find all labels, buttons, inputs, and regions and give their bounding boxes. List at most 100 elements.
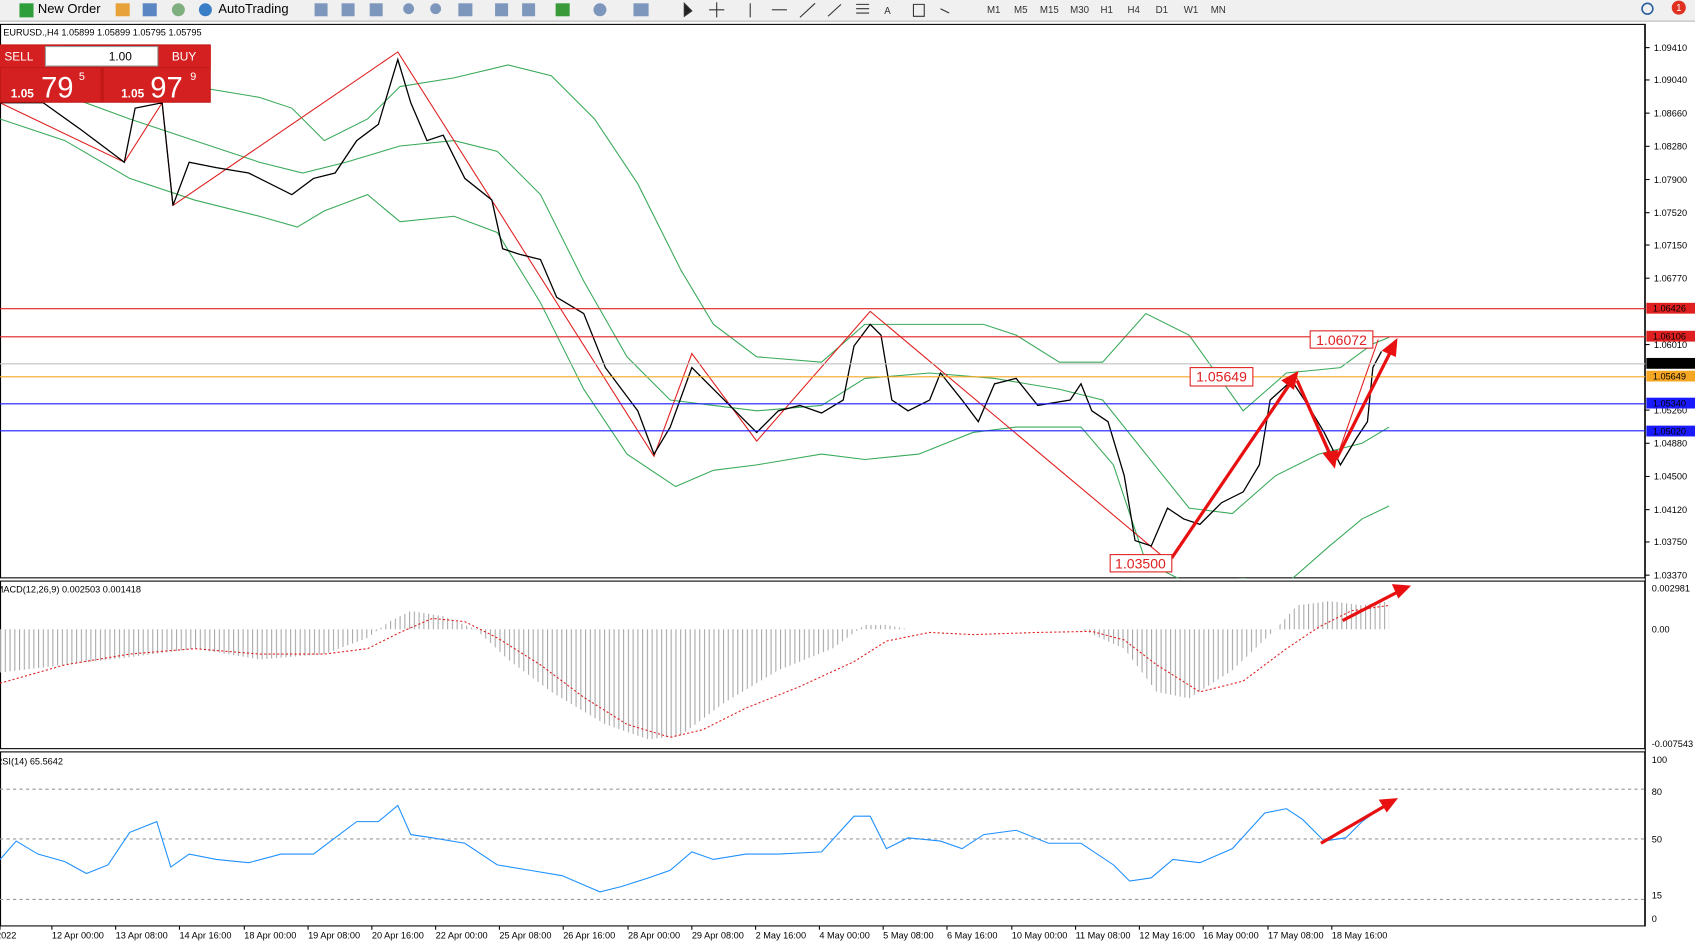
- autotrading-label[interactable]: AutoTrading: [218, 1, 288, 16]
- rsi-axis: 100 80 50 15 0: [1652, 755, 1667, 924]
- timeframe-button[interactable]: M1: [987, 5, 1001, 16]
- timeframes: M1 M5 M15 M30 H1 H4 D1 W1 MN: [987, 5, 1226, 16]
- macd-pane: [0, 580, 1646, 750]
- price-tick-label: 1.04880: [1654, 439, 1687, 449]
- text-tool[interactable]: A: [884, 6, 891, 17]
- macd-signal: [0, 604, 1390, 738]
- notification-badge[interactable]: [1671, 0, 1686, 15]
- level-box: [1646, 330, 1695, 342]
- macd-tick-label: 0.00: [1652, 624, 1670, 634]
- price-tick-label: 1.07150: [1654, 240, 1687, 250]
- timeframe-button[interactable]: M30: [1070, 5, 1090, 16]
- icon[interactable]: [171, 3, 185, 17]
- price-tick-label: 1.09040: [1654, 75, 1687, 85]
- timeframe-button[interactable]: H1: [1100, 5, 1112, 16]
- timeframe-button[interactable]: M5: [1014, 5, 1028, 16]
- price-tick-label: 1.04120: [1654, 505, 1687, 515]
- price-tick-label: 1.07900: [1654, 175, 1687, 185]
- macd-histogram: [0, 601, 1390, 740]
- rsi-label: RSI(14) 65.5642: [0, 756, 63, 766]
- toolbar: [0, 0, 1695, 21]
- timeframe-button[interactable]: W1: [1184, 5, 1199, 16]
- price-tick-label: 1.08280: [1654, 142, 1687, 152]
- bid-price[interactable]: [1, 68, 101, 102]
- icon[interactable]: [115, 3, 130, 17]
- timeframe-button[interactable]: M15: [1040, 5, 1059, 16]
- price-pane: [0, 23, 1646, 579]
- price-axis: 1.09410 1.09040 1.08660 1.08280 1.07900 1.075…: [1645, 43, 1687, 580]
- time-tick-label: 16 May 00:00: [1203, 930, 1259, 940]
- time-tick-label: 10 May 00:00: [1012, 930, 1068, 940]
- timeframe-button[interactable]: D1: [1156, 5, 1168, 16]
- ask-price[interactable]: [103, 68, 210, 102]
- rsi-levels: [0, 788, 1646, 900]
- level-box: [1646, 302, 1695, 314]
- price-tick-label: 1.03370: [1654, 570, 1687, 580]
- level-label: 1.05020: [1653, 426, 1686, 436]
- rsi-tick-label: 100: [1652, 755, 1667, 765]
- time-axis: 11 Apr 2022 12 Apr 00:00 13 Apr 08:00 14 Ap…: [0, 926, 1387, 940]
- macd-label: MACD(12,26,9) 0.002503 0.001418: [0, 584, 141, 594]
- price-line: [0, 57, 1383, 547]
- macd-tick-label: 0.002981: [1652, 583, 1690, 593]
- buy-label[interactable]: BUY: [172, 50, 196, 64]
- time-tick-label: 22 Apr 00:00: [436, 930, 488, 940]
- annotation: 1.03500: [1115, 556, 1166, 572]
- price-tick-label: 1.09410: [1654, 43, 1687, 53]
- lots-input[interactable]: [44, 46, 159, 67]
- price-tick-label: 1.05260: [1654, 405, 1687, 415]
- sell-label[interactable]: SELL: [4, 50, 33, 64]
- ask-prefix: 1.05: [121, 86, 145, 100]
- notification-count: 1: [1676, 3, 1681, 14]
- price-tick-label: 1.06770: [1654, 273, 1687, 283]
- rsi-line: [0, 801, 1390, 893]
- time-tick-label: 6 May 16:00: [947, 930, 997, 940]
- time-tick-label: 5 May 08:00: [883, 930, 933, 940]
- time-tick-label: 13 Apr 08:00: [116, 930, 168, 940]
- bid-prefix: 1.05: [11, 86, 35, 100]
- drawing-tools: [683, 2, 950, 18]
- level-label: 1.05340: [1653, 398, 1686, 408]
- lots-value[interactable]: 1.00: [109, 50, 133, 64]
- price-tick-label: 1.07520: [1654, 208, 1687, 218]
- search[interactable]: [1641, 2, 1654, 15]
- level-box: [1646, 425, 1695, 437]
- new-order-label[interactable]: New Order: [38, 1, 101, 16]
- level-label: 1.06106: [1653, 331, 1686, 341]
- autotrading-button[interactable]: AutoTrading: [198, 1, 289, 17]
- time-tick-label: 14 Apr 16:00: [179, 930, 231, 940]
- time-tick-label: 11 May 08:00: [1076, 930, 1131, 940]
- price-tick-label: 1.04500: [1654, 472, 1687, 482]
- time-tick-label: 20 Apr 16:00: [372, 930, 424, 940]
- toolbar-icons: [314, 3, 649, 17]
- price-tick-label: 1.06010: [1654, 340, 1687, 350]
- icon[interactable]: [142, 3, 157, 17]
- level-box: [1646, 357, 1695, 369]
- level-label: 1.06426: [1653, 303, 1686, 313]
- time-tick-label: 25 Apr 08:00: [499, 930, 551, 940]
- time-tick-label: 18 May 16:00: [1332, 930, 1388, 940]
- bid-small: 5: [79, 71, 85, 83]
- timeframe-button[interactable]: H4: [1127, 5, 1140, 16]
- arrows: [1170, 338, 1398, 559]
- rsi-tick-label: 80: [1652, 787, 1662, 797]
- time-tick-label: 19 Apr 08:00: [308, 930, 360, 940]
- price-drawing: [0, 51, 1646, 579]
- annotations: 1.06072 1.05649 1.03500: [1109, 330, 1374, 573]
- time-tick-label: 12 May 16:00: [1139, 930, 1195, 940]
- annotation: 1.06072: [1316, 332, 1367, 348]
- buy-button[interactable]: [158, 45, 211, 68]
- rsi-tick-label: 0: [1652, 914, 1657, 924]
- time-tick-label: 17 May 08:00: [1268, 930, 1324, 940]
- rsi-tick-label: 50: [1652, 835, 1662, 845]
- time-tick-label: 4 May 00:00: [819, 930, 869, 940]
- timeframe-button[interactable]: MN: [1211, 5, 1226, 16]
- macd-axis: 0.002981 0.00 -0.007543: [1652, 583, 1693, 749]
- level-box: [1646, 397, 1695, 409]
- ask-big: 97: [150, 72, 182, 104]
- new-order-button[interactable]: New Order: [19, 1, 101, 18]
- time-tick-label: 26 Apr 16:00: [563, 930, 615, 940]
- level-box: [1646, 370, 1695, 382]
- rsi-arrow: [1320, 798, 1399, 845]
